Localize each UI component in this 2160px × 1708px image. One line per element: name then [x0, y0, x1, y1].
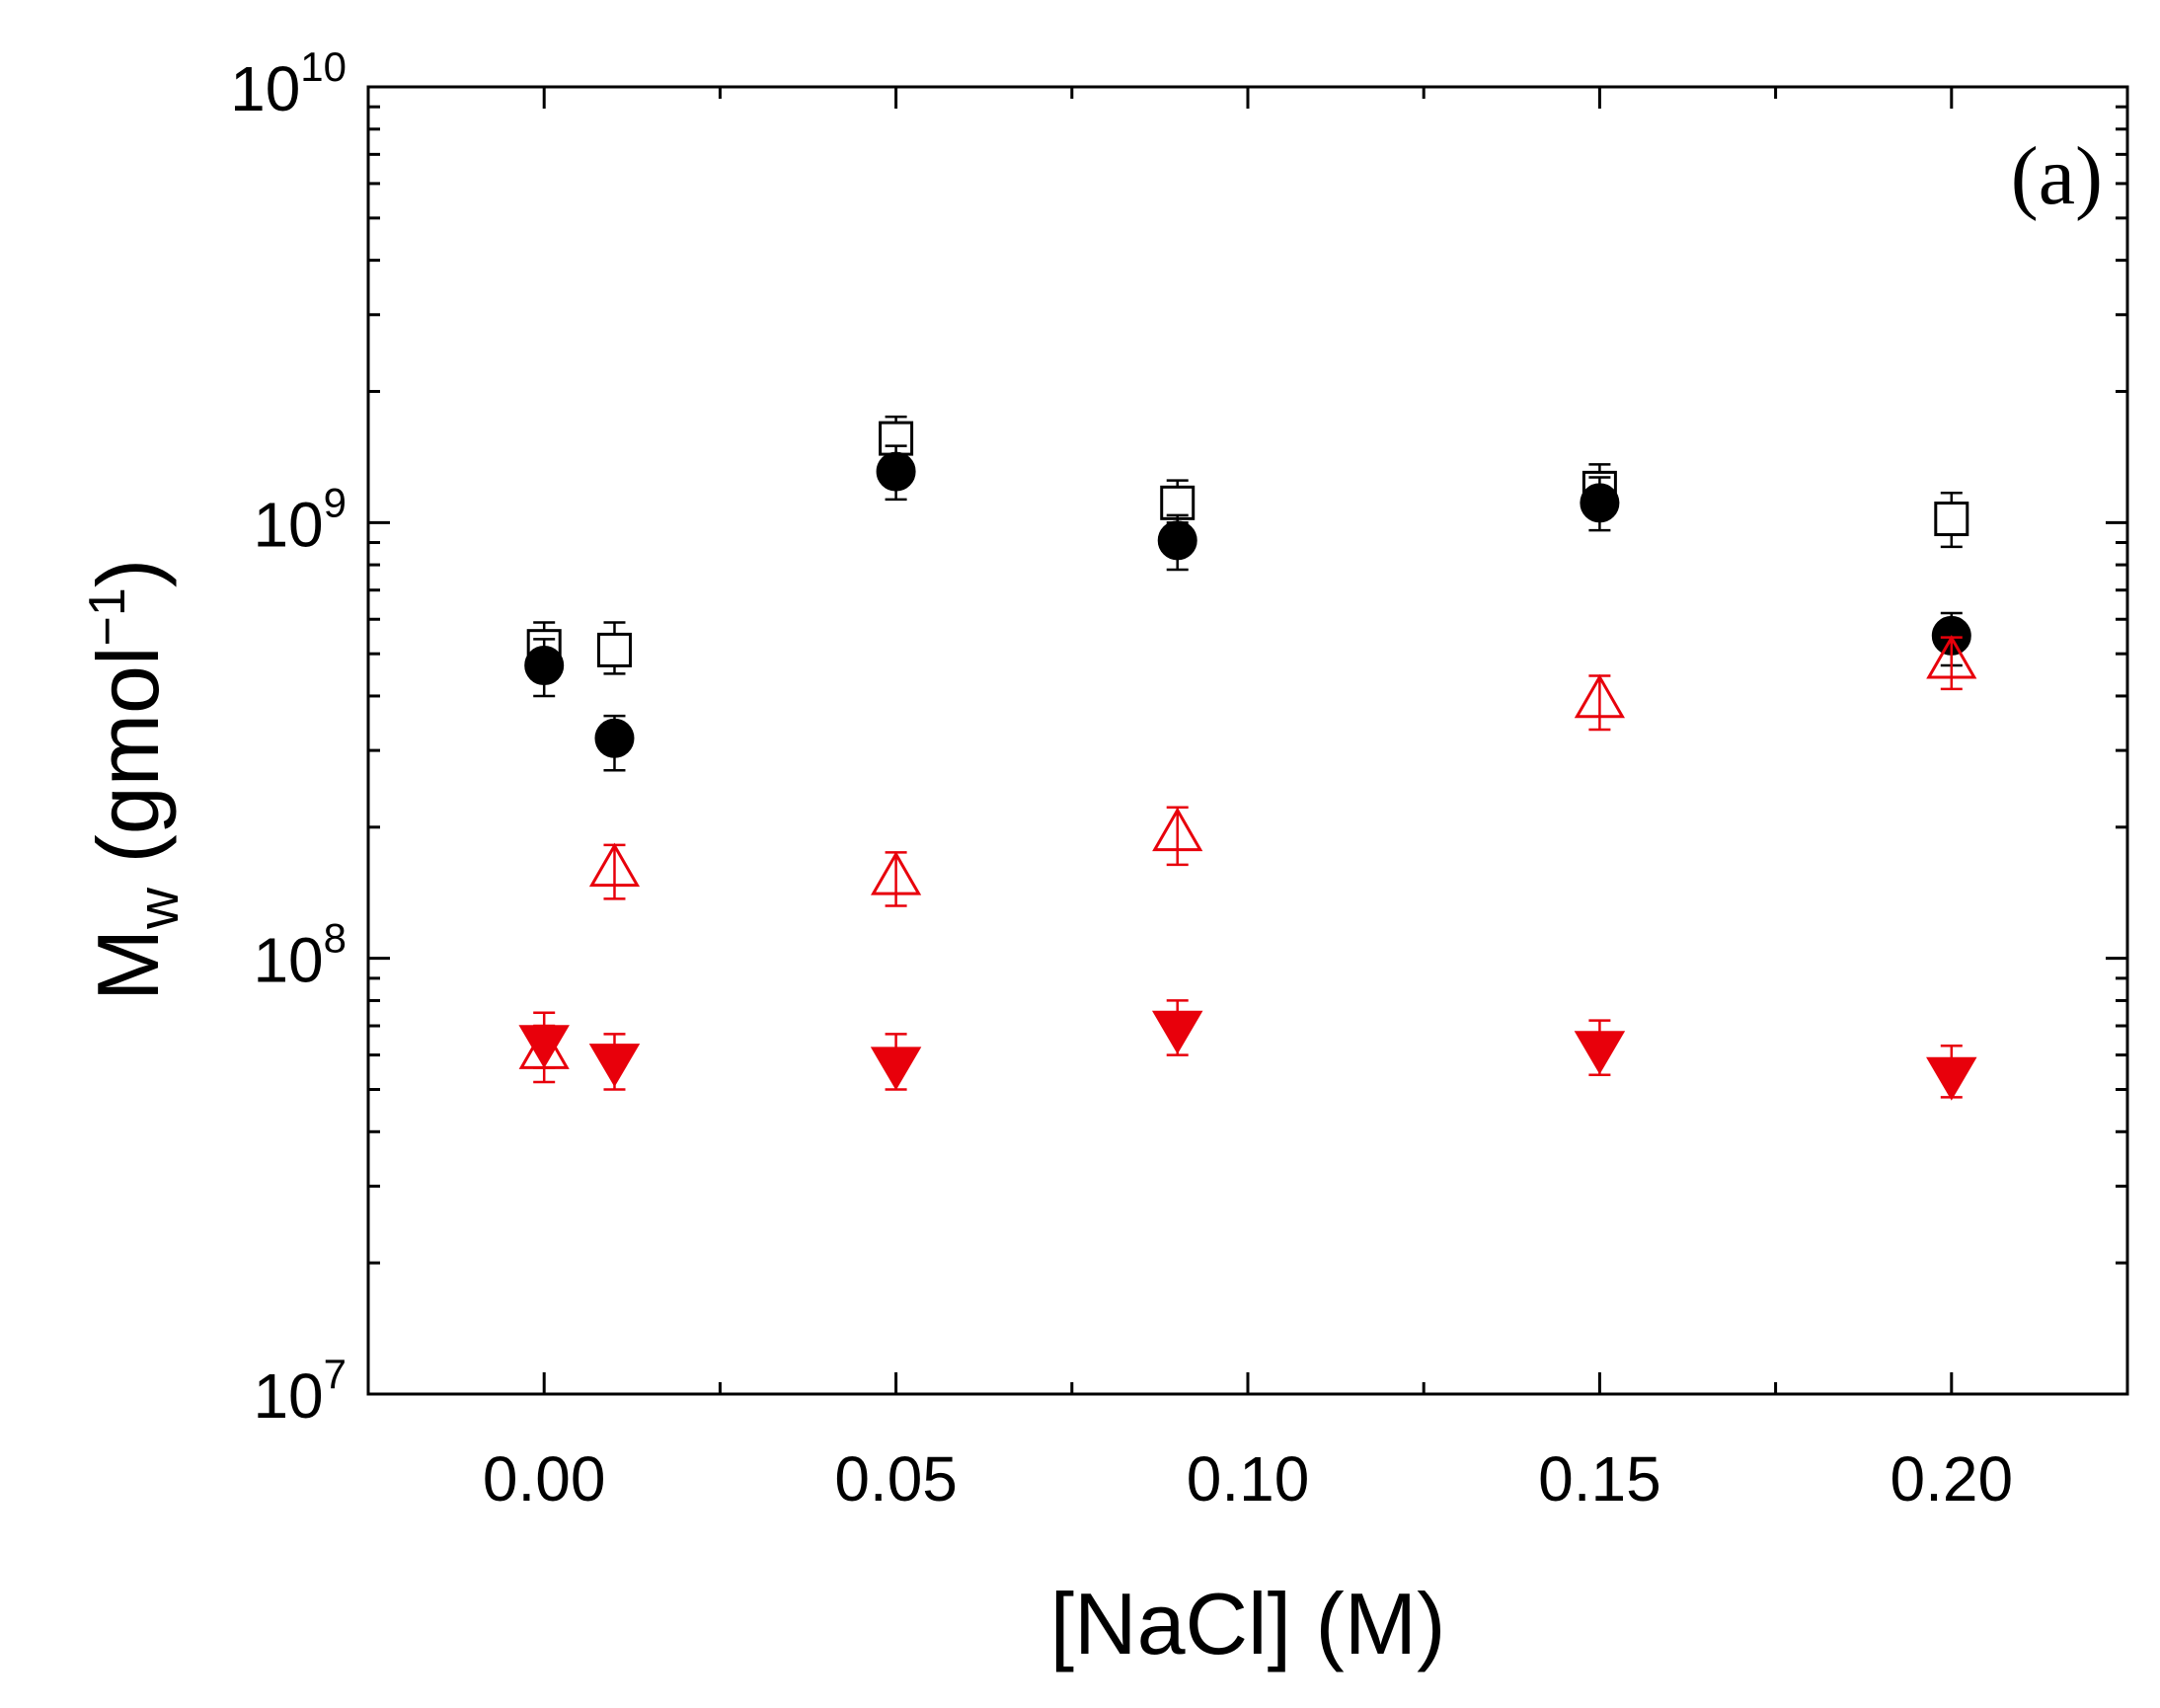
data-point-triangle-down — [1926, 1056, 1977, 1101]
data-point-triangle-up — [871, 851, 922, 895]
y-axis-title-subscript: w — [126, 887, 191, 930]
data-point-triangle-up — [1574, 673, 1625, 719]
data-point-square — [1934, 502, 1969, 537]
y-tick-label-exponent: 9 — [324, 479, 347, 525]
y-tick-label-exponent: 8 — [324, 915, 347, 962]
data-point-triangle-down — [870, 1047, 922, 1091]
data-point-triangle-up — [1152, 807, 1203, 852]
data-point-triangle-up — [588, 842, 641, 888]
series-circle-filled — [524, 444, 1971, 772]
y-axis-title-unit-close: ) — [79, 559, 177, 587]
y-axis-title-unit-exponent: −1 — [79, 587, 136, 646]
y-tick-label-base: 10 — [253, 925, 323, 996]
data-point-square — [596, 632, 632, 667]
data-point-triangle-down — [588, 1044, 641, 1088]
series-square-open — [526, 415, 1969, 675]
y-tick-label-base: 10 — [253, 1360, 323, 1432]
data-point-triangle-down — [518, 1025, 570, 1069]
y-tick-label: 107 — [253, 1351, 347, 1432]
panel-label: (a) — [2011, 130, 2103, 222]
data-point-circle — [1157, 520, 1197, 561]
data-point-circle — [876, 451, 916, 492]
data-point-triangle-down — [1151, 1010, 1203, 1054]
x-tick-label: 0.00 — [483, 1443, 606, 1514]
data-point-circle — [524, 646, 565, 686]
y-tick-label: 1010 — [230, 43, 347, 124]
data-point-circle — [594, 718, 635, 758]
x-tick-label: 0.20 — [1890, 1443, 2014, 1514]
y-tick-label-base: 10 — [253, 489, 323, 560]
data-point-triangle-up — [1926, 635, 1977, 679]
x-tick-label: 0.10 — [1187, 1443, 1310, 1514]
x-axis-title: [NaCl] (M) — [1050, 1575, 1446, 1672]
y-tick-label: 108 — [253, 915, 347, 996]
y-tick-label-base: 10 — [230, 53, 300, 124]
y-axis-title-unit: (gmol — [79, 646, 177, 888]
data-point-circle — [1580, 483, 1620, 523]
data-series — [518, 415, 1977, 1101]
y-axis-title: Mw (gmol−1) — [79, 559, 191, 1001]
x-tick-label: 0.15 — [1538, 1443, 1661, 1514]
series-triangle-up-open — [518, 635, 1977, 1084]
data-point-square — [1160, 485, 1196, 520]
y-tick-label: 109 — [253, 479, 347, 560]
y-axis-title-main: M — [79, 929, 177, 1001]
x-tick-label: 0.05 — [834, 1443, 958, 1514]
data-point-triangle-down — [1574, 1031, 1626, 1075]
y-tick-label-exponent: 7 — [324, 1351, 347, 1397]
y-tick-label-exponent: 10 — [300, 43, 347, 90]
series-triangle-down-filled — [518, 999, 1977, 1101]
